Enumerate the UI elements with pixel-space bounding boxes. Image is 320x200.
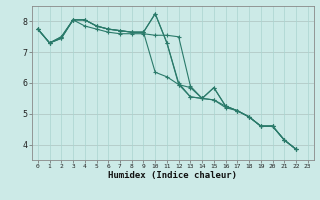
X-axis label: Humidex (Indice chaleur): Humidex (Indice chaleur) xyxy=(108,171,237,180)
